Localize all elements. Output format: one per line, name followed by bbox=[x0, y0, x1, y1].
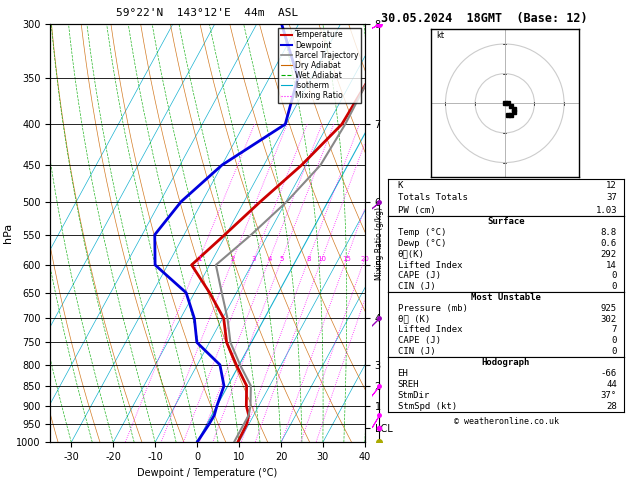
Text: CIN (J): CIN (J) bbox=[398, 347, 435, 356]
Text: 2: 2 bbox=[231, 256, 235, 262]
Text: Temp (°C): Temp (°C) bbox=[398, 228, 446, 237]
Text: CIN (J): CIN (J) bbox=[398, 282, 435, 291]
Legend: Temperature, Dewpoint, Parcel Trajectory, Dry Adiabat, Wet Adiabat, Isotherm, Mi: Temperature, Dewpoint, Parcel Trajectory… bbox=[279, 28, 361, 103]
Text: 44: 44 bbox=[606, 380, 617, 389]
Y-axis label: hPa: hPa bbox=[3, 223, 13, 243]
Text: 10: 10 bbox=[317, 256, 326, 262]
Text: 0: 0 bbox=[611, 271, 617, 280]
Text: K: K bbox=[398, 181, 403, 190]
Text: Lifted Index: Lifted Index bbox=[398, 325, 462, 334]
X-axis label: Dewpoint / Temperature (°C): Dewpoint / Temperature (°C) bbox=[138, 468, 277, 478]
Text: StmSpd (kt): StmSpd (kt) bbox=[398, 401, 457, 411]
Text: kt: kt bbox=[437, 31, 445, 40]
Text: 14: 14 bbox=[606, 260, 617, 270]
Text: 1.03: 1.03 bbox=[596, 206, 617, 215]
Text: 20: 20 bbox=[360, 256, 369, 262]
Text: 0: 0 bbox=[611, 336, 617, 345]
Text: 1: 1 bbox=[197, 256, 201, 262]
Text: PW (cm): PW (cm) bbox=[398, 206, 435, 215]
Text: Surface: Surface bbox=[487, 217, 525, 226]
Text: -66: -66 bbox=[601, 369, 617, 378]
Text: 59°22'N  143°12'E  44m  ASL: 59°22'N 143°12'E 44m ASL bbox=[116, 8, 299, 18]
Text: 302: 302 bbox=[601, 314, 617, 324]
Text: 15: 15 bbox=[342, 256, 351, 262]
Text: 292: 292 bbox=[601, 250, 617, 259]
Text: StmDir: StmDir bbox=[398, 391, 430, 399]
Text: 8: 8 bbox=[306, 256, 311, 262]
Text: 30.05.2024  18GMT  (Base: 12): 30.05.2024 18GMT (Base: 12) bbox=[381, 12, 587, 25]
Text: θᴇ(K): θᴇ(K) bbox=[398, 250, 425, 259]
Text: Dewp (°C): Dewp (°C) bbox=[398, 239, 446, 248]
Text: CAPE (J): CAPE (J) bbox=[398, 336, 440, 345]
Text: Lifted Index: Lifted Index bbox=[398, 260, 462, 270]
Text: Most Unstable: Most Unstable bbox=[471, 293, 541, 302]
Text: SREH: SREH bbox=[398, 380, 419, 389]
Text: Totals Totals: Totals Totals bbox=[398, 193, 467, 202]
Text: © weatheronline.co.uk: © weatheronline.co.uk bbox=[454, 417, 559, 427]
Text: 925: 925 bbox=[601, 304, 617, 313]
Text: 4: 4 bbox=[267, 256, 272, 262]
Text: Mixing Ratio (g/kg): Mixing Ratio (g/kg) bbox=[375, 207, 384, 279]
Text: 8.8: 8.8 bbox=[601, 228, 617, 237]
Text: 5: 5 bbox=[279, 256, 284, 262]
Text: θᴇ (K): θᴇ (K) bbox=[398, 314, 430, 324]
Text: 37: 37 bbox=[606, 193, 617, 202]
Text: 3: 3 bbox=[252, 256, 256, 262]
Text: 0.6: 0.6 bbox=[601, 239, 617, 248]
Text: 28: 28 bbox=[606, 401, 617, 411]
Text: Hodograph: Hodograph bbox=[482, 358, 530, 367]
Text: 37°: 37° bbox=[601, 391, 617, 399]
Text: 0: 0 bbox=[611, 347, 617, 356]
Y-axis label: km
ASL: km ASL bbox=[403, 223, 421, 244]
Text: 7: 7 bbox=[611, 325, 617, 334]
Text: Pressure (mb): Pressure (mb) bbox=[398, 304, 467, 313]
Text: CAPE (J): CAPE (J) bbox=[398, 271, 440, 280]
Text: 12: 12 bbox=[606, 181, 617, 190]
Text: 0: 0 bbox=[611, 282, 617, 291]
Text: EH: EH bbox=[398, 369, 408, 378]
